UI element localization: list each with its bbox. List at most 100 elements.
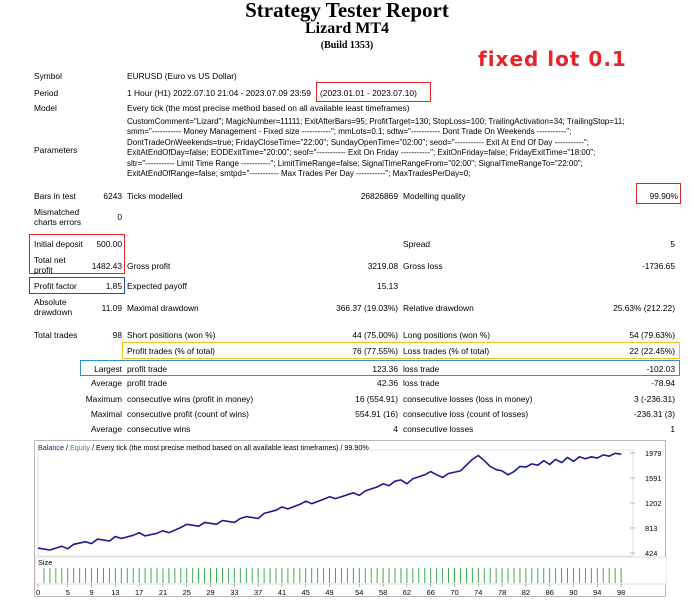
profit-factor-highlight [29,277,125,294]
y-tick-label: 1202 [645,499,661,508]
report-title: Strategy Tester Report [245,0,449,22]
maximal-label: Maximal [90,409,122,419]
netprofit-value: 1482.43 [91,261,122,271]
average-loss-label: loss trade [403,378,440,388]
largest-trade-highlight [80,360,680,376]
avg-cl-label: consecutive losses [403,424,474,434]
x-tick-label: 49 [325,588,333,597]
x-tick-label: 13 [111,588,119,597]
quality-label: Modelling quality [403,191,466,201]
x-tick-label: 41 [278,588,286,597]
x-tick-label: 37 [254,588,262,597]
average-profit-label: profit trade [127,378,168,388]
parameters-line: ExitAtEndOfRange=false; smtpd="---------… [127,169,471,179]
model-label: Model [34,103,57,113]
legend-separator: / [64,443,70,452]
balance-line [37,452,622,551]
y-tick-label: 1979 [645,449,661,458]
deposit-value: 500.00 [96,239,122,249]
deposit-profit-highlight [29,234,125,274]
parameters-line: smm="----------- Money Management - Fixe… [127,127,572,137]
average-label: Average [90,378,122,388]
max-cl-value: 3 (-236.31) [634,394,675,404]
x-tick-label: 74 [474,588,482,597]
period-value: 1 Hour (H1) 2022.07.10 21:04 - 2023.07.0… [127,88,311,98]
avg-cw-label: consecutive wins [127,424,191,434]
maximum-label: Maximum [85,394,122,404]
size-panel [35,556,667,585]
trades-label: Total trades [34,330,78,340]
long-value: 54 (79.63%) [629,330,675,340]
grossprofit-value: 3219.08 [367,261,398,271]
deposit-label: Initial deposit [34,239,83,249]
payoff-label: Expected payoff [127,281,187,291]
parameters-line: DontTradeOnWeekends=true; FridayCloseTim… [127,137,589,147]
x-tick-label: 0 [36,588,40,597]
legend-equity: Equity [70,443,90,452]
period-range: (2023.01.01 - 2023.07.10) [320,88,417,98]
x-tick-label: 5 [66,588,70,597]
netprofit-label-2: profit [34,265,53,275]
spread-label: Spread [403,239,431,249]
largest-profit-label: profit trade [127,364,168,374]
parameters-line: sltr="----------- Limit Time Range -----… [127,158,583,168]
x-tick-label: 33 [230,588,238,597]
model-value: Every tick (the most precise method base… [127,103,410,113]
bars-label: Bars in test [34,191,76,201]
x-tick-label: 45 [302,588,310,597]
period-label: Period [34,88,59,98]
max-cw-label: consecutive wins (profit in money) [127,394,254,404]
grossloss-label: Gross loss [403,261,443,271]
mxl-cp-value: 554.91 (16) [355,409,398,419]
parameters-value: CustomComment="Lizard"; MagicNumber=1111… [127,117,647,179]
payoff-value: 15.13 [377,281,398,291]
x-tick-label: 86 [546,588,554,597]
avg-cw-value: 4 [393,424,398,434]
x-tick-label: 98 [617,588,625,597]
mismatched-value: 0 [117,212,122,222]
x-tick-label: 62 [403,588,411,597]
bars-value: 6243 [103,191,122,201]
x-tick-label: 94 [593,588,601,597]
reldd-value: 25.63% (212.22) [613,303,675,313]
y-tick-label: 1591 [645,474,661,483]
max-cl-label: consecutive losses (loss in money) [403,394,533,404]
x-tick-label: 66 [427,588,435,597]
mismatched-label-2: charts errors [34,217,82,227]
largest-loss-label: loss trade [403,364,440,374]
average-profit-value: 42.36 [377,378,398,388]
loss-trades-value: 22 (22.45%) [629,346,675,356]
mxl-cp-label: consecutive profit (count of wins) [127,409,249,419]
x-tick-label: 70 [450,588,458,597]
mxl-cl-value: -236.31 (3) [634,409,675,419]
largest-profit-value: 123.36 [372,364,398,374]
ticks-label: Ticks modelled [127,191,183,201]
maxdd-value: 366.37 (19.03%) [336,303,398,313]
fixed-lot-annotation: fixed lot 0.1 [478,47,627,71]
spread-value: 5 [670,239,675,249]
symbol-label: Symbol [34,71,62,81]
short-value: 44 (75.00%) [352,330,398,340]
absdd-label-2: drawdown [34,307,73,317]
max-cw-value: 16 (554.91) [355,394,398,404]
profit-trades-value: 76 (77.55%) [352,346,398,356]
pf-value: 1.85 [105,281,122,291]
largest-loss-value: -102.03 [646,364,675,374]
size-label: Size [38,558,52,567]
profit-trades-label: Profit trades (% of total) [127,346,215,356]
x-tick-label: 25 [183,588,191,597]
trades-value: 98 [112,330,122,340]
mismatched-label-1: Mismatched [34,207,80,217]
plot-area [37,449,634,557]
x-tick-label: 90 [569,588,577,597]
netprofit-label-1: Total net [34,255,66,265]
avg2-label: Average [90,424,122,434]
y-tick-label: 424 [645,549,657,558]
legend-description: / Every tick (the most precise method ba… [90,443,369,452]
largest-label: Largest [94,364,122,374]
reldd-label: Relative drawdown [403,303,474,313]
x-tick-label: 21 [159,588,167,597]
symbol-value: EURUSD (Euro vs US Dollar) [127,71,237,81]
x-tick-label: 17 [135,588,143,597]
x-tick-label: 54 [355,588,363,597]
